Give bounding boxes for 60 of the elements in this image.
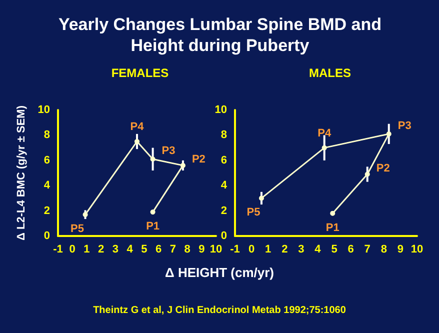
y-tick-label: 6 bbox=[44, 154, 50, 166]
annotation: P2 bbox=[192, 153, 206, 166]
x-tick-label: 3 bbox=[112, 244, 119, 256]
annotation: P1 bbox=[326, 222, 340, 234]
y-tick-label: 0 bbox=[220, 230, 227, 242]
y-tick-label: 4 bbox=[44, 180, 51, 192]
x-tick-label: 7 bbox=[170, 244, 176, 256]
annotation: P4 bbox=[318, 127, 332, 140]
point bbox=[180, 162, 186, 168]
annotation: P5 bbox=[70, 223, 84, 236]
x-tick-label: -1 bbox=[230, 244, 240, 256]
x-tick-label: 2 bbox=[98, 244, 104, 256]
x-tick-label: 5 bbox=[331, 244, 338, 256]
point bbox=[364, 172, 370, 177]
y-axis-title: Δ L2-L4 BMC (g/yr ± SEM) bbox=[15, 105, 28, 240]
y-tick-label: 2 bbox=[220, 204, 227, 217]
x-tick-label: 2 bbox=[282, 244, 288, 256]
x-tick-label: -1 bbox=[53, 244, 63, 256]
annotation: P3 bbox=[398, 120, 412, 132]
chart-title: Yearly Changes Lumbar Spine BMD and Height during Puberty bbox=[57, 14, 383, 56]
y-tick-label: 8 bbox=[44, 129, 50, 142]
x-axis-title: Δ HEIGHT (cm/yr) bbox=[164, 265, 276, 280]
x-tick-label: 1 bbox=[84, 244, 90, 256]
y-tick-label: 10 bbox=[214, 104, 227, 116]
point bbox=[134, 139, 140, 144]
point bbox=[150, 210, 156, 215]
y-tick-label: 2 bbox=[44, 204, 50, 217]
x-tick-label: 1 bbox=[265, 244, 272, 256]
x-tick-label: 9 bbox=[397, 244, 404, 256]
y-tick-label: 4 bbox=[220, 180, 228, 192]
annotation: P1 bbox=[146, 220, 160, 233]
y-tick-label: 10 bbox=[38, 104, 50, 116]
x-tick-label: 6 bbox=[348, 244, 354, 256]
point bbox=[386, 131, 392, 136]
annotation: P3 bbox=[162, 145, 176, 158]
y-tick-label: 8 bbox=[220, 129, 227, 142]
point bbox=[258, 196, 264, 201]
x-tick-label: 6 bbox=[155, 244, 162, 256]
x-tick-label: 10 bbox=[410, 244, 424, 256]
annotation: P2 bbox=[376, 162, 390, 174]
text: Theintz G et al, J Clin Endocrinol Metab 1992;75:1060 bbox=[92, 305, 347, 316]
x-tick-label: 9 bbox=[198, 244, 205, 256]
x-tick-label: 8 bbox=[184, 244, 190, 256]
point bbox=[322, 145, 327, 150]
x-tick-label: 4 bbox=[314, 244, 322, 256]
x-tick-label: 8 bbox=[380, 244, 387, 256]
x-tick-label: 5 bbox=[141, 244, 148, 256]
x-tick-label: 4 bbox=[126, 244, 134, 256]
y-tick-label: 0 bbox=[44, 230, 50, 242]
x-tick-label: 7 bbox=[364, 244, 370, 256]
annotation: P5 bbox=[246, 206, 260, 219]
x-tick-label: 3 bbox=[298, 244, 304, 256]
annotation: P4 bbox=[130, 121, 145, 133]
x-tick-label: 0 bbox=[248, 244, 255, 256]
chart-subtitle: FEMALES bbox=[110, 66, 170, 80]
x-tick-label: 0 bbox=[69, 244, 76, 256]
point bbox=[150, 156, 156, 162]
point bbox=[330, 210, 336, 216]
chart-title: MALES bbox=[308, 66, 352, 80]
y-tick-label: 6 bbox=[220, 154, 227, 166]
